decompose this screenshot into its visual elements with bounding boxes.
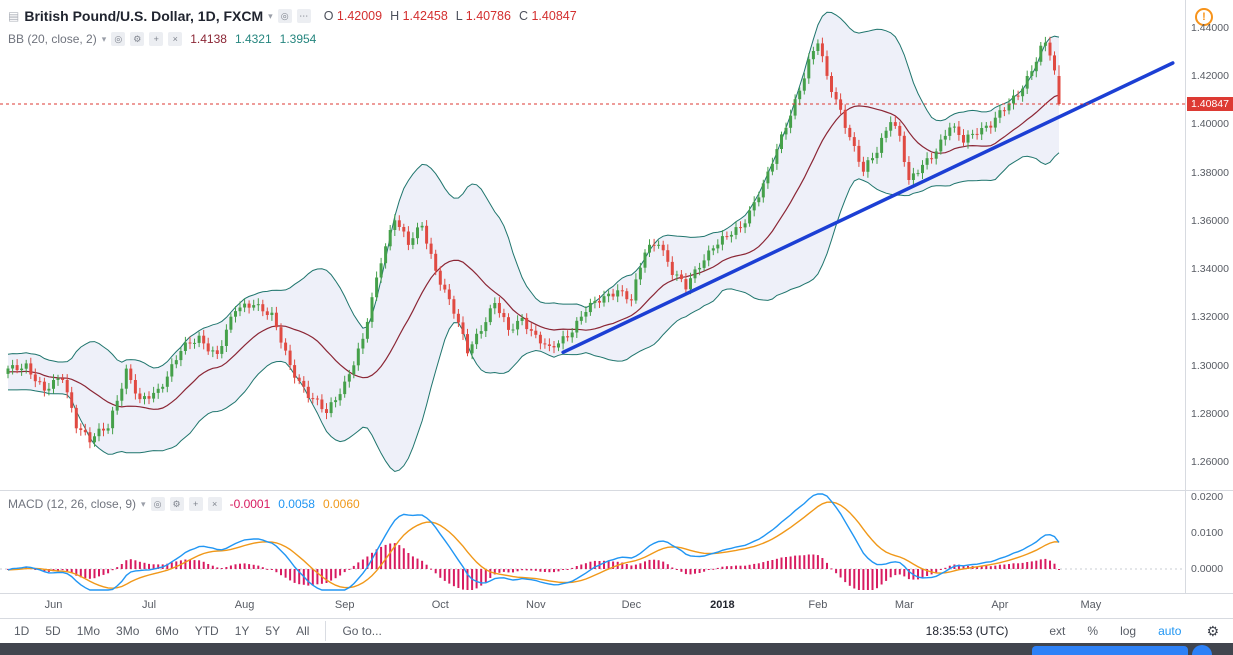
macd-pane-canvas[interactable]	[0, 491, 1185, 592]
help-bubble-fragment[interactable]	[1192, 645, 1212, 655]
gear-icon[interactable]: ⚙	[130, 32, 145, 46]
close-value: 1.40847	[531, 9, 577, 23]
scale-toggles: ext% log auto	[1038, 621, 1192, 641]
time-axis-label-may: May	[1080, 599, 1102, 611]
time-axis-label-oct: Oct	[431, 599, 449, 611]
publish-button-fragment[interactable]	[1032, 646, 1188, 655]
bb-indicator-row: BB (20, close, 2) ▾ ◎ ⚙ + × 1.4138 1.432…	[8, 32, 316, 46]
range-button-all[interactable]: All	[296, 624, 310, 638]
time-axis-label-nov: Nov	[526, 599, 546, 611]
price-axis-label: 1.42000	[1191, 70, 1229, 83]
time-axis-label-mar: Mar	[894, 599, 914, 611]
time-axis-divider	[0, 593, 1233, 594]
symbol-title[interactable]: British Pound/U.S. Dollar, 1D, FXCM	[24, 8, 264, 24]
range-buttons: 1D 5D 1Mo 3Mo 6Mo YTD 1Y 5Y All	[0, 621, 317, 641]
range-button-3mo[interactable]: 3Mo	[116, 624, 140, 638]
price-axis-label: 1.36000	[1191, 214, 1229, 227]
bb-label[interactable]: BB (20, close, 2)	[8, 32, 97, 46]
open-value: 1.42009	[336, 9, 383, 23]
range-button-6mo[interactable]: 6Mo	[155, 624, 179, 638]
time-axis-label-sep: Sep	[334, 599, 355, 611]
scale-toggle-auto[interactable]: auto	[1158, 624, 1182, 638]
close-icon[interactable]: ×	[207, 497, 222, 511]
last-price-tag: 1.40847	[1187, 97, 1233, 112]
time-axis[interactable]: Jun Jul Aug Sep Oct Nov Dec 2018 Feb Mar Apr May	[0, 594, 1233, 618]
range-button-1mo[interactable]: 1Mo	[76, 624, 101, 638]
price-axis[interactable]: ! 1.40847 1.44000 1.42000 1.40000 1.38000 1.…	[1185, 0, 1233, 593]
high-label: H	[390, 9, 400, 23]
alert-warning-icon[interactable]: !	[1195, 8, 1213, 26]
price-pane-canvas[interactable]	[0, 0, 1185, 490]
gear-icon[interactable]: ⚙	[169, 497, 184, 511]
range-button-1y[interactable]: 1Y	[234, 624, 250, 638]
range-button-5y[interactable]: 5Y	[265, 624, 281, 638]
bb-upper-value: 1.4321	[234, 32, 272, 46]
price-axis-label: 1.28000	[1191, 407, 1229, 420]
price-axis-label: 1.38000	[1191, 166, 1229, 179]
scale-toggle-percent[interactable]: %	[1087, 624, 1099, 638]
time-axis-label-apr: Apr	[991, 599, 1009, 611]
price-axis-label: 1.34000	[1191, 263, 1229, 276]
time-axis-label-2018: 2018	[710, 599, 735, 611]
macd-label[interactable]: MACD (12, 26, close, 9)	[8, 497, 137, 511]
add-alert-icon[interactable]: +	[188, 497, 203, 511]
bb-lower-value: 1.3954	[279, 32, 317, 46]
eye-icon[interactable]: ◎	[111, 32, 126, 46]
time-axis-label-jun: Jun	[44, 599, 63, 611]
bottom-strip	[0, 643, 1233, 655]
macd-axis-label: 0.0100	[1191, 527, 1224, 539]
symbol-menu-icon[interactable]: ▤	[8, 9, 20, 23]
time-axis-label-jul: Jul	[142, 599, 157, 611]
eye-icon[interactable]: ◎	[277, 9, 292, 23]
range-button-1d[interactable]: 1D	[14, 624, 30, 638]
time-axis-label-aug: Aug	[234, 599, 255, 611]
price-axis-label: 1.40000	[1191, 118, 1229, 131]
more-options-icon[interactable]: ⋯	[296, 9, 311, 23]
price-axis-label: 1.32000	[1191, 311, 1229, 324]
chevron-down-icon[interactable]: ▾	[141, 498, 146, 509]
bb-basis-value: 1.4138	[190, 32, 227, 46]
price-axis-label: 1.44000	[1191, 22, 1229, 34]
macd-axis-label: 0.0000	[1191, 563, 1224, 575]
scale-toggle-ext[interactable]: ext	[1049, 624, 1066, 638]
time-axis-label-feb: Feb	[808, 599, 828, 611]
price-axis-label: 1.26000	[1191, 456, 1229, 468]
toolbar-right-group: 18:35:53 (UTC) ext% log auto ⚙	[926, 620, 1233, 643]
open-label: O	[323, 9, 334, 23]
price-axis-label: 1.30000	[1191, 359, 1229, 372]
chart-legend: ▤ British Pound/U.S. Dollar, 1D, FXCM ▾ …	[8, 8, 577, 46]
pane-divider[interactable]	[0, 490, 1233, 491]
toolbar-divider	[0, 618, 1233, 619]
ohlc-readout: O 1.42009 H 1.42458 L 1.40786 C 1.40847	[324, 9, 577, 23]
goto-button[interactable]: Go to...	[325, 621, 382, 641]
range-button-ytd[interactable]: YTD	[194, 624, 219, 638]
add-alert-icon[interactable]: +	[149, 32, 164, 46]
close-icon[interactable]: ×	[168, 32, 183, 46]
macd-hist-value: -0.0001	[229, 497, 271, 511]
chevron-down-icon[interactable]: ▾	[268, 10, 273, 21]
scale-toggle-log[interactable]: log	[1120, 624, 1137, 638]
eye-icon[interactable]: ◎	[150, 497, 165, 511]
symbol-row: ▤ British Pound/U.S. Dollar, 1D, FXCM ▾ …	[8, 8, 577, 24]
bottom-toolbar: 1D 5D 1Mo 3Mo 6Mo YTD 1Y 5Y All Go to... 18:35:5…	[0, 619, 1233, 643]
macd-legend: MACD (12, 26, close, 9) ▾ ◎ ⚙ + × -0.000…	[8, 497, 360, 511]
macd-axis-label: 0.0200	[1191, 491, 1224, 503]
high-value: 1.42458	[402, 9, 448, 23]
macd-signal-value: 0.0060	[322, 497, 360, 511]
range-button-5d[interactable]: 5D	[45, 624, 61, 638]
clock-label[interactable]: 18:35:53 (UTC)	[925, 624, 1009, 638]
low-value: 1.40786	[465, 9, 511, 23]
time-axis-label-dec: Dec	[621, 599, 642, 611]
macd-line-value: 0.0058	[278, 497, 315, 511]
close-label: C	[518, 9, 528, 23]
low-label: L	[455, 9, 463, 23]
settings-gear-icon[interactable]: ⚙	[1206, 622, 1219, 639]
chevron-down-icon[interactable]: ▾	[101, 33, 107, 44]
